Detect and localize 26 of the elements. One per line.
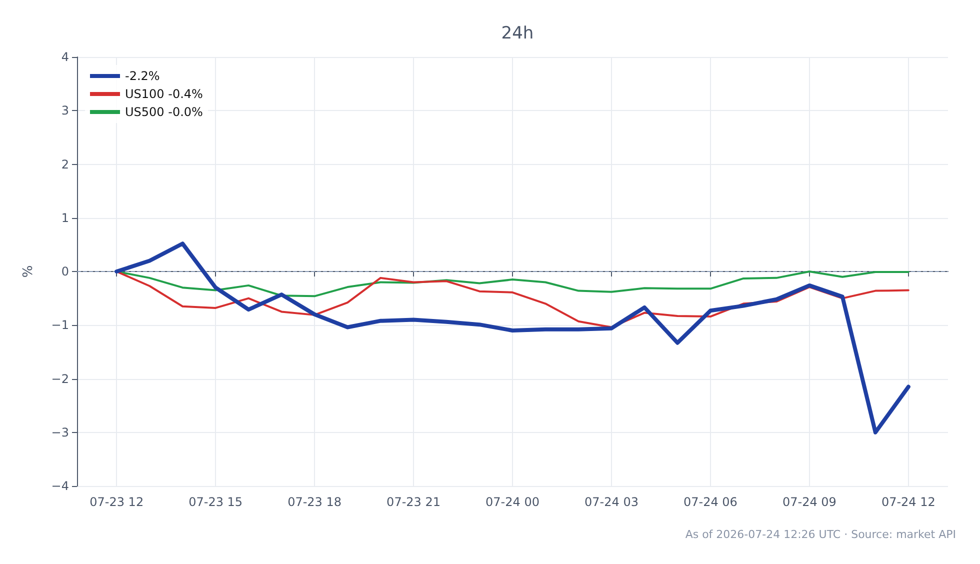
legend-label: US500 -0.0% xyxy=(125,105,203,119)
y-tick-label: 4 xyxy=(61,50,69,64)
x-tick-label: 07-23 15 xyxy=(188,495,243,509)
y-tick-label: 2 xyxy=(61,157,69,172)
line-series xyxy=(114,242,910,434)
x-tick-label: 07-24 06 xyxy=(683,495,738,509)
x-tick-label: 07-23 21 xyxy=(386,495,440,509)
legend-label: US100 -0.4% xyxy=(125,87,203,101)
x-tick-label: 07-24 12 xyxy=(881,495,936,509)
x-tick-label: 07-24 00 xyxy=(486,495,540,509)
y-tick-label: −2 xyxy=(51,372,69,386)
x-tick-label: 07-24 09 xyxy=(782,495,836,509)
y-tick-label: −4 xyxy=(51,479,69,493)
x-tick-label: 07-24 03 xyxy=(584,495,638,509)
legend-label: -2.2% xyxy=(125,69,160,83)
x-tick-label: 07-23 12 xyxy=(90,495,144,509)
y-axis-title: % xyxy=(21,265,36,278)
y-tick-label: 1 xyxy=(61,210,69,225)
line-series xyxy=(116,270,910,328)
x-tick-label: 07-23 18 xyxy=(288,495,342,509)
text: As of 2026-07-24 12:26 UTC · Source: market API xyxy=(685,528,956,541)
y-tick-label: −1 xyxy=(51,318,69,332)
y-tick-label: 0 xyxy=(61,264,69,278)
chart-title: 24h xyxy=(501,24,534,44)
y-tick-label: −3 xyxy=(51,425,69,440)
y-tick-label: 3 xyxy=(61,104,69,118)
